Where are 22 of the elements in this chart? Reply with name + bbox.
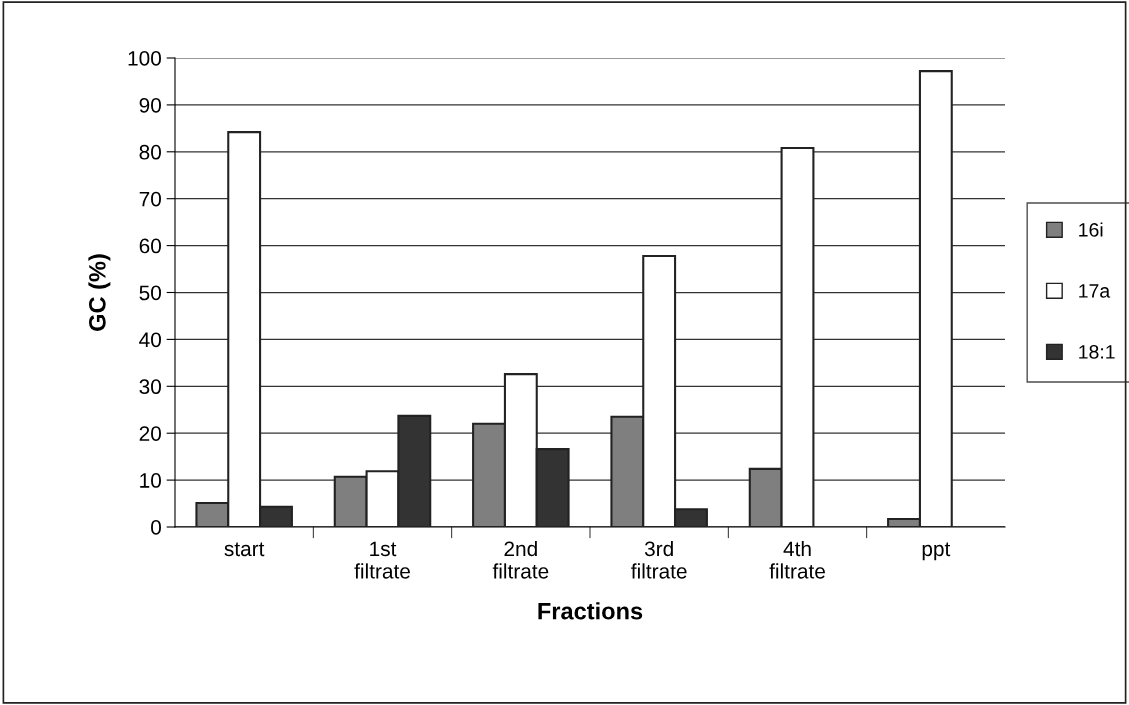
y-tick-label: 90 [139, 97, 161, 113]
x-axis-title: Fractions [538, 602, 643, 620]
y-axis-title: GC (%) [88, 254, 111, 331]
y-tick-label: 10 [140, 473, 161, 488]
x-tick-label: 3rd filtrate [631, 540, 687, 579]
y-tick-label: 20 [139, 426, 161, 441]
y-tick-label: 0 [151, 520, 161, 535]
legend-label: 18:1 [1079, 345, 1115, 359]
y-tick-label: 30 [139, 379, 161, 395]
x-tick-label: 1st filtrate [354, 541, 410, 579]
x-tick-label: 4th filtrate [769, 540, 825, 579]
legend-label: 17a [1079, 284, 1111, 298]
legend-label: 16i [1079, 222, 1103, 237]
x-tick-label: ppt [922, 542, 951, 561]
x-tick-label: start [224, 542, 265, 557]
y-tick-label: 40 [139, 332, 161, 348]
y-tick-label: 100 [128, 51, 161, 66]
x-tick-label: 2nd filtrate [492, 540, 549, 579]
y-tick-label: 50 [139, 285, 161, 301]
y-tick-label: 80 [139, 144, 161, 160]
y-tick-label: 60 [139, 238, 161, 254]
y-tick-label: 70 [139, 191, 161, 207]
